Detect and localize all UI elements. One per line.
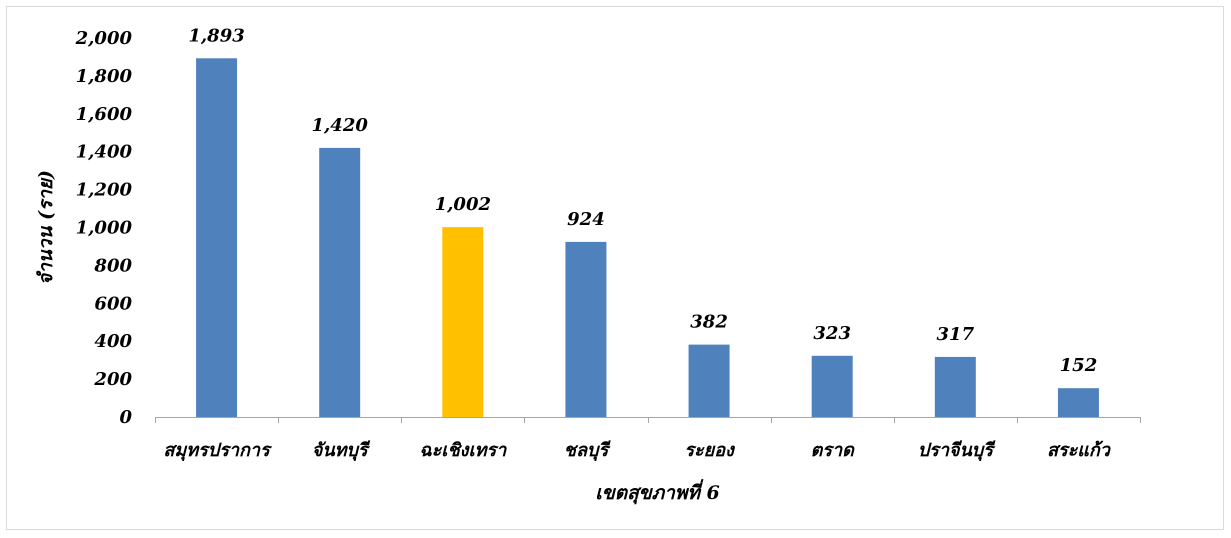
y-tick-label: 1,000 — [76, 218, 133, 239]
data-label: 1,420 — [312, 115, 369, 136]
x-tick-label: ตราด — [811, 440, 855, 461]
bar — [934, 356, 976, 417]
y-tick-label: 600 — [94, 293, 132, 314]
x-tick-label: ฉะเชิงเทรา — [419, 440, 507, 461]
x-axis-tick-marks — [155, 417, 1141, 423]
y-axis-ticks: 0 200 400 600 800 1,000 1,200 1,400 1,600 1,800 2,… — [75, 28, 133, 428]
y-tick-label: 1,600 — [76, 104, 133, 125]
data-labels: 1,893 1,420 1,002 924 382 323 317 152 — [188, 25, 1097, 376]
x-tick-label: สมุทรปราการ — [163, 440, 273, 462]
y-tick-label: 1,800 — [76, 66, 133, 87]
data-label: 924 — [567, 209, 605, 230]
y-tick-label: 800 — [93, 255, 132, 276]
data-label: 152 — [1060, 355, 1098, 376]
data-label: 1,893 — [188, 25, 244, 46]
y-tick-label: 400 — [94, 331, 132, 352]
y-tick-label: 1,400 — [76, 142, 133, 163]
bar — [196, 58, 238, 418]
y-tick-label: 2,000 — [75, 28, 133, 49]
y-tick-label: 1,200 — [76, 180, 133, 201]
x-tick-label: ชลบุรี — [564, 440, 612, 462]
x-tick-label: ปราจีนบุรี — [918, 440, 996, 462]
y-axis-title: จำนวน (ราย) — [35, 170, 57, 285]
bar — [565, 241, 607, 417]
bar — [811, 355, 853, 417]
data-label: 1,002 — [435, 194, 491, 215]
x-tick-label: ระยอง — [684, 440, 736, 461]
data-label: 382 — [690, 312, 728, 333]
y-tick-label: 200 — [93, 369, 132, 390]
bar — [688, 344, 730, 417]
x-axis-labels: สมุทรปราการ จันทบุรี ฉะเชิงเทรา ชลบุรี ระยอง… — [163, 440, 1111, 462]
bar — [319, 147, 361, 417]
x-axis-title: เขตสุขภาพที่ 6 — [595, 479, 719, 505]
data-label: 317 — [937, 324, 975, 345]
data-label: 323 — [813, 323, 851, 344]
bar — [442, 227, 484, 417]
bar — [1057, 388, 1099, 417]
bars — [196, 58, 1099, 418]
x-tick-label: สระแก้ว — [1047, 440, 1112, 461]
y-tick-label: 0 — [119, 407, 132, 428]
x-tick-label: จันทบุรี — [312, 440, 371, 462]
